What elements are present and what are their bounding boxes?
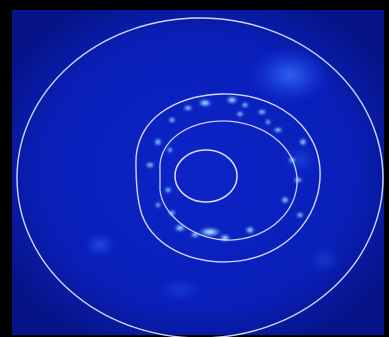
- hotspot: [293, 177, 303, 183]
- hotspot: [183, 105, 193, 111]
- hotspot: [299, 138, 307, 146]
- hotspot: [265, 119, 271, 125]
- hotspot: [236, 111, 244, 117]
- hotspot: [167, 147, 173, 153]
- hotspot: [154, 138, 162, 146]
- hotspot: [281, 196, 289, 204]
- diffuse-signal: [86, 47, 341, 300]
- middle-ring-contour: [135, 93, 321, 263]
- hotspot: [155, 202, 161, 208]
- core-ring-contour: [174, 149, 238, 203]
- hotspot: [219, 234, 231, 242]
- outer-boundary-contour: [16, 17, 384, 337]
- hotspot: [145, 162, 155, 168]
- hotspot: [245, 226, 255, 234]
- inner-ring-contour: [159, 120, 298, 241]
- hotspot: [198, 99, 212, 107]
- hotspot: [226, 96, 238, 104]
- hotspot: [174, 224, 186, 232]
- hotspot: [198, 227, 222, 237]
- hotspot: [168, 210, 176, 216]
- hotspot: [273, 127, 283, 133]
- hotspot: [296, 212, 304, 218]
- hotspot: [257, 109, 267, 115]
- hotspot: [168, 117, 176, 123]
- hotspot: [241, 102, 249, 108]
- hotspot: [164, 187, 172, 193]
